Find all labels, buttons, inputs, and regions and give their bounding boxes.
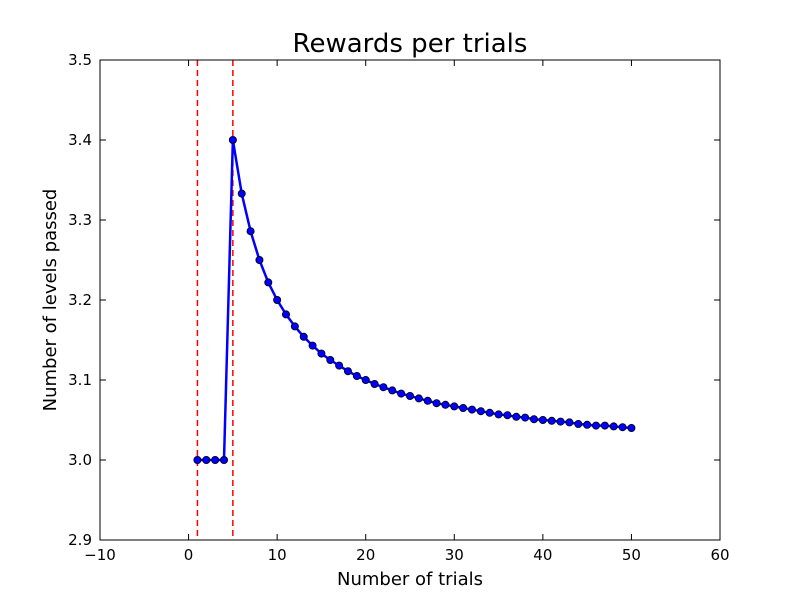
data-point bbox=[335, 361, 344, 370]
data-point bbox=[281, 310, 290, 319]
data-point bbox=[246, 227, 255, 236]
data-point bbox=[219, 455, 228, 464]
data-point bbox=[326, 355, 335, 364]
data-point bbox=[405, 391, 414, 400]
data-point bbox=[627, 423, 636, 432]
data-point bbox=[494, 410, 503, 419]
data-point bbox=[211, 455, 220, 464]
data-point bbox=[299, 332, 308, 341]
x-tick-label: 40 bbox=[533, 546, 552, 564]
data-point bbox=[547, 416, 556, 425]
y-tick-label: 3.1 bbox=[68, 371, 92, 389]
data-point bbox=[467, 405, 476, 414]
data-point bbox=[512, 412, 521, 421]
x-tick-label: −10 bbox=[84, 546, 116, 564]
y-tick-label: 3.4 bbox=[68, 131, 92, 149]
x-tick-label: 60 bbox=[710, 546, 729, 564]
y-tick-label: 3.0 bbox=[68, 451, 92, 469]
data-point bbox=[370, 379, 379, 388]
data-point bbox=[228, 135, 237, 144]
y-axis-label: Number of levels passed bbox=[40, 189, 61, 412]
data-point bbox=[450, 402, 459, 411]
data-point bbox=[255, 255, 264, 264]
data-point bbox=[317, 349, 326, 358]
data-point bbox=[273, 295, 282, 304]
data-point bbox=[361, 375, 370, 384]
data-point bbox=[397, 389, 406, 398]
data-point bbox=[423, 396, 432, 405]
data-point bbox=[538, 415, 547, 424]
data-point bbox=[592, 421, 601, 430]
y-tick-label: 3.2 bbox=[68, 291, 92, 309]
data-point bbox=[414, 394, 423, 403]
data-point bbox=[237, 189, 246, 198]
data-point bbox=[459, 403, 468, 412]
data-point bbox=[476, 407, 485, 416]
data-point bbox=[485, 408, 494, 417]
data-point bbox=[583, 420, 592, 429]
y-tick-label: 3.3 bbox=[68, 211, 92, 229]
data-point bbox=[530, 415, 539, 424]
data-point bbox=[503, 411, 512, 420]
y-tick-label: 3.5 bbox=[68, 51, 92, 69]
data-point bbox=[600, 421, 609, 430]
data-point bbox=[565, 418, 574, 427]
data-point bbox=[609, 422, 618, 431]
x-tick-label: 10 bbox=[268, 546, 287, 564]
data-point bbox=[432, 399, 441, 408]
data-point bbox=[308, 341, 317, 350]
data-point bbox=[379, 383, 388, 392]
x-tick-label: 20 bbox=[356, 546, 375, 564]
data-point bbox=[343, 367, 352, 376]
plot-frame bbox=[99, 59, 721, 541]
data-point bbox=[441, 400, 450, 409]
y-tick-label: 2.9 bbox=[68, 531, 92, 549]
data-point bbox=[388, 386, 397, 395]
x-tick-label: 50 bbox=[622, 546, 641, 564]
x-tick-label: 30 bbox=[445, 546, 464, 564]
x-tick-label: 0 bbox=[184, 546, 194, 564]
data-point bbox=[290, 322, 299, 331]
data-point bbox=[352, 371, 361, 380]
data-point bbox=[264, 278, 273, 287]
data-point bbox=[202, 455, 211, 464]
series-group bbox=[193, 135, 636, 464]
data-point bbox=[193, 455, 202, 464]
x-axis-label: Number of trials bbox=[337, 569, 483, 590]
data-point bbox=[618, 423, 627, 432]
data-point bbox=[574, 419, 583, 428]
data-point bbox=[556, 417, 565, 426]
chart-title: Rewards per trials bbox=[293, 29, 528, 59]
data-point bbox=[521, 413, 530, 422]
